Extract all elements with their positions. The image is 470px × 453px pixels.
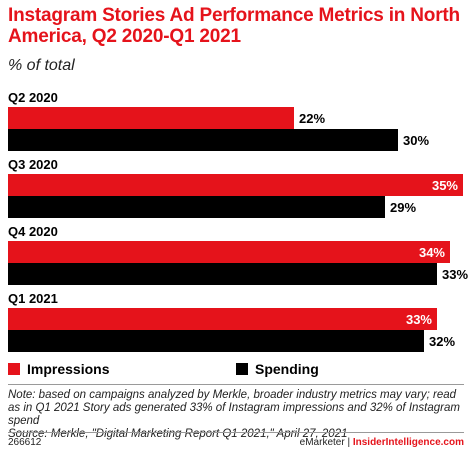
chart-id: 266612 xyxy=(8,437,42,448)
category-label: Q2 2020 xyxy=(8,90,58,105)
data-label: 33% xyxy=(406,312,432,327)
bar-impressions-q2-2020 xyxy=(8,107,294,129)
bar-impressions-q3-2020 xyxy=(8,174,463,196)
data-label: 29% xyxy=(390,200,416,215)
bar-spending-q1-2021 xyxy=(8,330,424,352)
brand-divider: | xyxy=(347,437,351,448)
chart-note: Note: based on campaigns analyzed by Mer… xyxy=(8,389,468,441)
bar-chart: Q2 2020 22% 30% Q3 2020 35% 29% Q4 2020 34% 33% Q… xyxy=(8,90,468,352)
data-label: 30% xyxy=(403,133,429,148)
data-label: 33% xyxy=(442,267,468,282)
legend-swatch-impressions xyxy=(8,363,20,375)
divider-line xyxy=(8,384,464,385)
category-label: Q3 2020 xyxy=(8,157,58,172)
chart-title: Instagram Stories Ad Performance Metrics… xyxy=(8,5,460,47)
source-text: Source: Merkle, "Digital Marketing Repor… xyxy=(8,428,348,440)
footer-divider xyxy=(8,432,464,433)
legend-swatch-spending xyxy=(236,363,248,375)
bar-impressions-q1-2021 xyxy=(8,308,437,330)
category-label: Q4 2020 xyxy=(8,224,58,239)
data-label: 34% xyxy=(419,245,445,260)
bar-impressions-q4-2020 xyxy=(8,241,450,263)
chart-subtitle: % of total xyxy=(8,57,75,74)
note-text: Note: based on campaigns analyzed by Mer… xyxy=(8,389,460,427)
bar-spending-q2-2020 xyxy=(8,129,398,151)
legend-label-impressions: Impressions xyxy=(27,361,110,377)
legend: Impressions Spending xyxy=(8,361,464,381)
brand-emarketer: eMarketer xyxy=(299,437,345,448)
category-label: Q1 2021 xyxy=(8,291,58,306)
bar-spending-q3-2020 xyxy=(8,196,385,218)
legend-item-impressions: Impressions xyxy=(8,361,109,377)
data-label: 22% xyxy=(299,111,325,126)
bar-spending-q4-2020 xyxy=(8,263,437,285)
legend-item-spending: Spending xyxy=(236,361,319,377)
data-label: 32% xyxy=(429,334,455,349)
brand-insider-intelligence: InsiderIntelligence.com xyxy=(352,437,464,448)
legend-label-spending: Spending xyxy=(255,361,319,377)
data-label: 35% xyxy=(432,178,458,193)
brand: eMarketer | InsiderIntelligence.com xyxy=(300,437,464,448)
